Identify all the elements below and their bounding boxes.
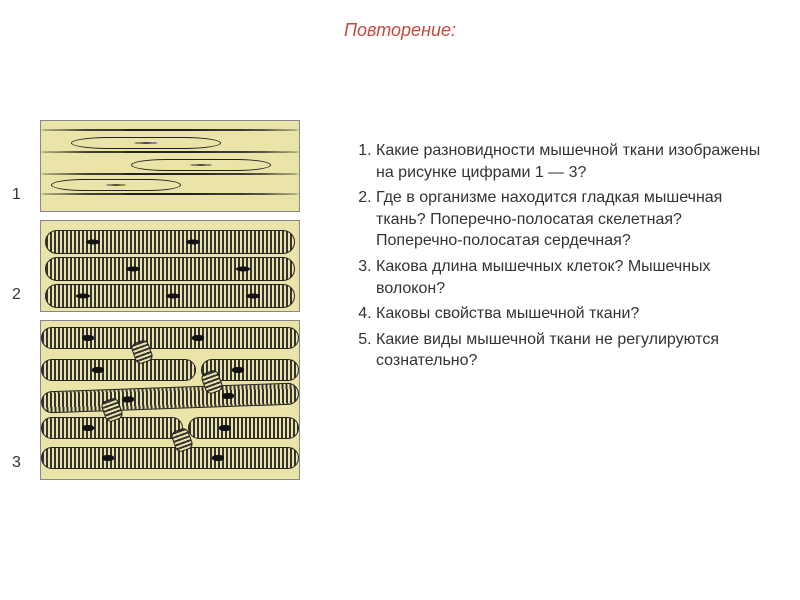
slide-title: Повторение: (344, 20, 456, 41)
smooth-muscle-illustration (40, 120, 300, 212)
muscle-tissue-diagram: 1 2 3 (40, 120, 300, 488)
question-list: Какие разновидности мышечной ткани изобр… (350, 140, 770, 376)
question-item: Какие разновидности мышечной ткани изобр… (376, 140, 770, 183)
smooth-muscle-block: 1 (40, 120, 300, 212)
question-item: Каковы свойства мышечной ткани? (376, 303, 770, 325)
question-item: Какие виды мышечной ткани не регулируютс… (376, 329, 770, 372)
label-3: 3 (12, 454, 21, 472)
question-item: Какова длина мышечных клеток? Мышечных в… (376, 256, 770, 299)
label-1: 1 (12, 186, 21, 204)
label-2: 2 (12, 286, 21, 304)
cardiac-muscle-illustration (40, 320, 300, 480)
skeletal-muscle-block: 2 (40, 220, 300, 312)
cardiac-muscle-block: 3 (40, 320, 300, 480)
skeletal-muscle-illustration (40, 220, 300, 312)
question-item: Где в организме находится гладкая мышечн… (376, 187, 770, 252)
